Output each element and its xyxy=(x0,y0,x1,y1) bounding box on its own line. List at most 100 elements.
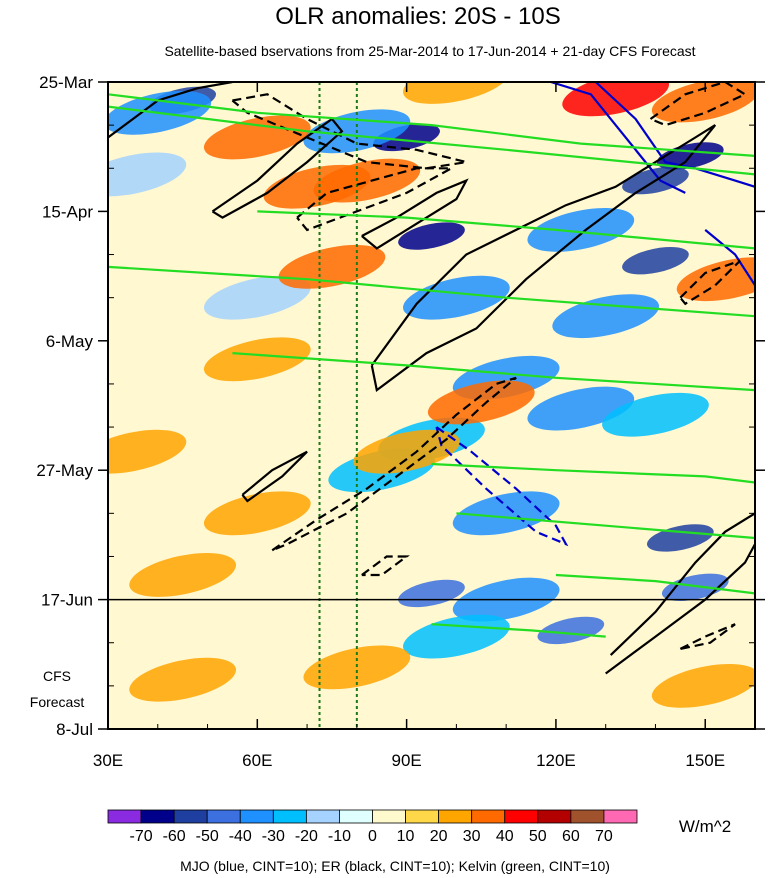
anomaly-cell-22 xyxy=(403,614,510,659)
anomaly-cell-7 xyxy=(527,207,635,252)
kelvin-contour-22 xyxy=(232,352,755,392)
kelvin-contour-23 xyxy=(431,462,755,484)
anomaly-cell-40 xyxy=(303,645,411,690)
anomaly-cell-35 xyxy=(353,429,460,474)
colorbar-swatch-3 xyxy=(206,809,241,824)
colorbar-swatch-11 xyxy=(471,809,506,824)
er-contour-6 xyxy=(361,178,469,250)
y-tick-label-3: 27-May xyxy=(36,461,93,480)
anomaly-cell-34 xyxy=(427,380,535,425)
anomaly-cell-31 xyxy=(676,257,755,302)
colorbar-swatch-7 xyxy=(339,809,373,824)
colorbar-label-13: 60 xyxy=(562,828,580,845)
colorbar-swatch-13 xyxy=(537,809,572,824)
anomaly-cell-24 xyxy=(108,152,187,197)
kelvin-contour-26 xyxy=(431,623,606,638)
colorbar-label-7: 0 xyxy=(368,828,377,845)
colorbar-swatch-4 xyxy=(239,809,274,824)
plot-frame xyxy=(107,81,756,730)
x-tick-label-1: 60E xyxy=(242,751,272,770)
er-contour-5 xyxy=(211,117,344,219)
er-contour-7 xyxy=(370,124,717,393)
colorbar-swatch-1 xyxy=(140,809,175,824)
colorbar-label-4: -30 xyxy=(262,828,285,845)
colorbar: -70 -60 -50 -40 -30 -20 -10 0 10 20 30 40 50 60 70 xyxy=(107,809,638,845)
er-contour-13 xyxy=(271,376,517,552)
chart-subtitle: Satellite-based bservations from 25-Mar-… xyxy=(164,43,695,59)
colorbar-swatch-14 xyxy=(570,809,605,824)
anomaly-cell-38 xyxy=(651,663,755,708)
kelvin-contour-18 xyxy=(108,93,755,157)
anomaly-cell-36 xyxy=(203,491,311,536)
anomaly-cell-23 xyxy=(203,275,311,320)
mjo-contour-0 xyxy=(550,82,686,194)
x-tick-label-2: 90E xyxy=(391,751,421,770)
chart-title: OLR anomalies: 20S - 10S xyxy=(275,3,560,30)
colorbar-label-1: -60 xyxy=(163,828,186,845)
er-contour-17 xyxy=(679,623,736,650)
kelvin-contour-19 xyxy=(108,105,755,176)
anomaly-cell-8 xyxy=(622,246,689,275)
anomaly-cell-37 xyxy=(129,553,237,597)
colorbar-swatch-5 xyxy=(272,809,307,824)
x-tick-label-0: 30E xyxy=(93,751,123,770)
er-contour-14 xyxy=(679,259,741,306)
anomaly-cell-32 xyxy=(403,82,510,104)
kelvin-contour-25 xyxy=(555,573,755,595)
x-tick-label-4: 150E xyxy=(685,751,725,770)
colorbar-label-0: -70 xyxy=(130,828,153,845)
colorbar-swatch-0 xyxy=(107,809,142,824)
anomaly-cell-10 xyxy=(552,294,660,339)
colorbar-swatch-15 xyxy=(603,809,638,824)
y-tick-label-1: 15-Apr xyxy=(42,202,93,221)
colorbar-swatch-2 xyxy=(173,809,208,824)
colorbar-swatch-10 xyxy=(438,809,473,824)
wave-filter-contours xyxy=(108,82,755,675)
anomaly-cell-33 xyxy=(203,337,311,382)
anomaly-cell-41 xyxy=(108,429,187,474)
er-contour-9 xyxy=(609,512,755,656)
anomaly-cell-21 xyxy=(537,616,605,645)
kelvin-contour-24 xyxy=(456,512,755,540)
colorbar-label-3: -40 xyxy=(229,828,252,845)
y-tick-label-4: 17-Jun xyxy=(41,591,93,610)
x-tick-label-3: 120E xyxy=(536,751,576,770)
anomaly-cell-29 xyxy=(203,115,311,160)
colorbar-label-9: 20 xyxy=(430,828,448,845)
anomaly-cell-6 xyxy=(398,222,465,250)
x-axis: 30E 60E 90E 120E 150E xyxy=(93,82,725,770)
colorbar-label-10: 30 xyxy=(463,828,481,845)
y-tick-label-5: 8-Jul xyxy=(56,720,93,739)
y-tick-label-2: 6-May xyxy=(46,332,94,351)
anomaly-cell-30 xyxy=(278,244,386,289)
forecast-label-line1: CFS xyxy=(43,668,71,684)
anomaly-cell-9 xyxy=(403,275,510,320)
forecast-label-line2: Forecast xyxy=(30,694,85,710)
anomaly-cell-26 xyxy=(651,82,755,123)
er-contour-8 xyxy=(241,450,308,503)
kelvin-contour-21 xyxy=(108,265,755,318)
mjo-contour-2 xyxy=(704,229,755,286)
anomaly-cell-25 xyxy=(562,82,670,117)
y-axis: 25-Mar 15-Apr 6-May 27-May 17-Jun 8-Jul xyxy=(36,73,765,739)
y-tick-label-0: 25-Mar xyxy=(39,73,93,92)
colorbar-label-11: 40 xyxy=(496,828,514,845)
er-contour-4 xyxy=(108,82,233,139)
plot-border xyxy=(107,81,756,730)
colorbar-units: W/m^2 xyxy=(679,817,731,836)
er-contour-16 xyxy=(361,555,410,577)
anomaly-cell-13 xyxy=(602,392,709,437)
colorbar-label-2: -50 xyxy=(196,828,219,845)
colorbar-label-14: 70 xyxy=(595,828,613,845)
colorbar-swatch-6 xyxy=(305,809,340,824)
colorbar-label-8: 10 xyxy=(397,828,415,845)
anomaly-cell-16 xyxy=(452,491,560,536)
colorbar-swatch-8 xyxy=(372,809,406,824)
er-contour-15 xyxy=(649,82,748,127)
anomaly-cell-39 xyxy=(129,657,237,702)
kelvin-contour-20 xyxy=(257,210,755,250)
colorbar-label-6: -10 xyxy=(328,828,351,845)
mjo-contour-3 xyxy=(435,426,569,547)
legend-note: MJO (blue, CINT=10); ER (black, CINT=10)… xyxy=(180,858,610,874)
